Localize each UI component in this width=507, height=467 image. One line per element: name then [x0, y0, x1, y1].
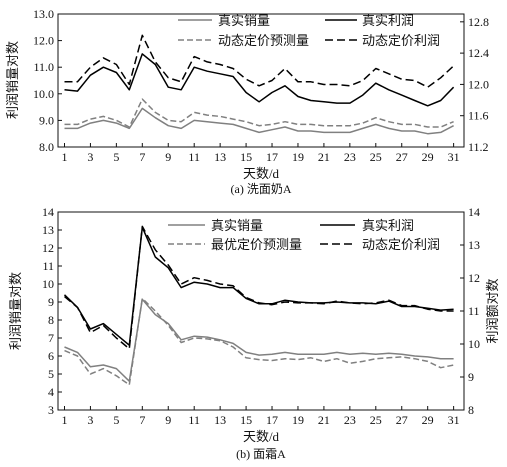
series-line-a-2 [64, 98, 454, 128]
x-tick-label: 29 [422, 413, 434, 427]
x-tick-label: 11 [188, 150, 200, 164]
x-tick-label: 5 [113, 150, 119, 164]
x-axis-label-a: 天数/d [243, 166, 280, 181]
series-line-a-3 [64, 34, 455, 88]
y-tick-label-left: 12 [42, 241, 54, 255]
legend-label-pred-profit-a: 动态定价利润 [362, 33, 440, 48]
x-tick-label: 15 [240, 413, 252, 427]
series-layer-b [63, 225, 454, 386]
x-tick-label: 13 [214, 413, 226, 427]
x-tick-label: 21 [318, 413, 330, 427]
y-tick-label-right: 10 [468, 337, 480, 351]
series-line-a-1 [64, 53, 455, 107]
x-tick-label: 9 [165, 413, 171, 427]
ticks-layer-b: 1 3 5 7 9 11 13 15 17 19 21 23 25 27 29 313456789101112… [42, 205, 480, 427]
y-tick-label-left: 9 [48, 295, 54, 309]
x-tick-label: 3 [87, 413, 93, 427]
y-tick-label-left: 14 [42, 205, 54, 219]
x-tick-label: 5 [113, 413, 119, 427]
y-tick-label-left: 8.0 [39, 140, 54, 154]
x-tick-label: 1 [61, 150, 67, 164]
x-tick-label: 31 [448, 413, 460, 427]
y-tick-label-left: 11.0 [33, 60, 54, 74]
x-tick-label: 19 [292, 150, 304, 164]
caption-b: (b) 面霜A [236, 447, 286, 461]
x-tick-label: 19 [292, 413, 304, 427]
x-tick-label: 17 [266, 150, 278, 164]
x-tick-label: 15 [240, 150, 252, 164]
x-tick-label: 27 [396, 150, 408, 164]
x-tick-label: 13 [214, 150, 226, 164]
x-tick-label: 31 [448, 150, 460, 164]
legend-label-true-sales-a: 真实销量 [218, 13, 270, 28]
legend-b: 真实销量 真实利润 最优定价预测量 动态定价利润 [168, 218, 440, 252]
legend-label-pred-profit-b: 动态定价利润 [362, 237, 440, 252]
y-tick-label-left: 13 [42, 223, 54, 237]
legend-label-pred-sales-b: 最优定价预测量 [211, 237, 302, 252]
ticks-layer-a: 1 3 5 7 9 11 13 15 17 19 21 23 25 27 29 318.09.010.011.… [33, 7, 489, 164]
y-tick-label-left: 7 [48, 331, 54, 345]
series-line-b-3 [64, 225, 454, 350]
legend-label-true-profit-a: 真实利润 [362, 13, 414, 28]
x-tick-label: 27 [396, 413, 408, 427]
x-tick-label: 17 [266, 413, 278, 427]
y-tick-label-left: 13.0 [33, 7, 54, 21]
x-tick-label: 3 [87, 150, 93, 164]
y-tick-label-left: 5 [48, 367, 54, 381]
x-tick-label: 29 [422, 150, 434, 164]
x-tick-label: 23 [344, 413, 356, 427]
y-tick-label-right: 11 [468, 304, 480, 318]
series-layer-a [64, 34, 455, 135]
caption-a: (a) 洗面奶A [231, 182, 292, 196]
y-tick-label-right: 11.2 [468, 140, 489, 154]
y-tick-label-left: 12.0 [33, 34, 54, 48]
x-tick-label: 9 [165, 150, 171, 164]
y-tick-label-left: 3 [48, 403, 54, 417]
chart-panel-a: 1 3 5 7 9 11 13 15 17 19 21 23 25 27 29 318.09.010.011.… [5, 7, 489, 196]
y-tick-label-right: 12.8 [468, 15, 489, 29]
y-tick-label-left: 9.0 [39, 113, 54, 127]
legend-a: 真实销量 真实利润 动态定价预测量 动态定价利润 [178, 13, 440, 48]
x-tick-label: 23 [344, 150, 356, 164]
series-line-b-2 [64, 297, 454, 386]
x-axis-label-b: 天数/d [243, 429, 280, 444]
y-tick-label-left: 10 [42, 277, 54, 291]
x-tick-label: 25 [370, 413, 382, 427]
y-tick-label-right: 9 [468, 370, 474, 384]
y-tick-label-right: 12.4 [468, 46, 489, 60]
x-tick-label: 21 [318, 150, 330, 164]
y-tick-label-left: 4 [48, 385, 54, 399]
y-tick-label-right: 12.0 [468, 77, 489, 91]
y-tick-label-right: 11.6 [468, 109, 489, 123]
y-tick-label-left: 11 [42, 259, 54, 273]
y-tick-label-right: 8 [468, 403, 474, 417]
legend-label-true-profit-b: 真实利润 [362, 218, 414, 233]
legend-label-pred-sales-a: 动态定价预测量 [218, 33, 309, 48]
legend-label-true-sales-b: 真实销量 [211, 218, 263, 233]
x-tick-label: 25 [370, 150, 382, 164]
y-tick-label-left: 10.0 [33, 87, 54, 101]
y-tick-label-right: 14 [468, 205, 480, 219]
y-tick-label-right: 12 [468, 271, 480, 285]
chart-panel-b: 1 3 5 7 9 11 13 15 17 19 21 23 25 27 29 313456789101112… [8, 205, 500, 461]
plot-frame-a [57, 13, 465, 148]
y-tick-label-right: 13 [468, 238, 480, 252]
y-tick-label-left: 8 [48, 313, 54, 327]
series-line-a-0 [64, 107, 454, 135]
y-axis-label-right-b: 利润额对数 [485, 278, 500, 343]
x-tick-label: 7 [139, 413, 145, 427]
x-tick-label: 1 [61, 413, 67, 427]
x-tick-label: 7 [139, 150, 145, 164]
y-axis-label-left-b: 利润销量对数 [8, 272, 23, 350]
x-tick-label: 11 [188, 413, 200, 427]
y-tick-label-left: 6 [48, 349, 54, 363]
y-axis-label-left-a: 利润销量对数 [5, 41, 20, 119]
